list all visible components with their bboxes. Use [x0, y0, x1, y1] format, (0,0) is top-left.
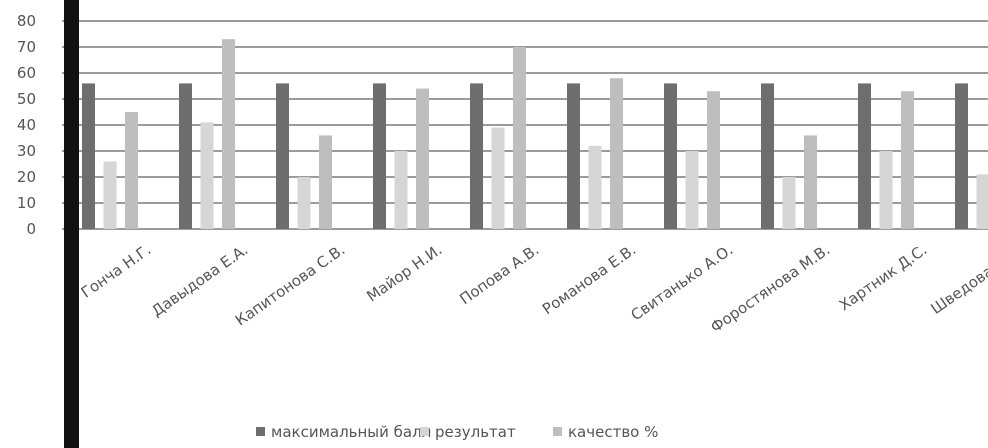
category-label: Попова А.В.: [456, 241, 542, 309]
bar: [804, 135, 817, 229]
y-tick-label: 10: [17, 194, 36, 212]
bar: [373, 83, 386, 230]
category-label: Романова Е.В.: [539, 241, 639, 319]
y-tick-label: 60: [17, 64, 36, 82]
bar: [319, 135, 332, 229]
bar: [858, 83, 871, 230]
bar: [297, 177, 311, 229]
bar: [879, 151, 893, 229]
bar: [976, 174, 988, 229]
legend-swatch: [553, 427, 562, 436]
category-label: Шведова М.А.: [928, 241, 988, 318]
legend-label: качество %: [568, 423, 658, 441]
bar: [416, 88, 429, 229]
scan-edge-band: [64, 0, 79, 448]
bar: [179, 83, 192, 230]
category-label: Хартник Д.С.: [836, 241, 931, 315]
bar: [955, 83, 968, 230]
legend-swatch: [420, 427, 429, 436]
y-tick-label: 30: [17, 142, 36, 160]
bar: [82, 83, 95, 230]
y-tick-label: 40: [17, 116, 36, 134]
bar: [761, 83, 774, 230]
y-tick-label: 50: [17, 90, 36, 108]
legend-swatch: [256, 427, 265, 436]
bar: [125, 112, 138, 229]
bar: [782, 177, 796, 229]
bar: [200, 122, 214, 229]
bar: [664, 83, 677, 230]
bar: [685, 151, 699, 229]
legend-label: максимальный балл: [271, 423, 431, 441]
category-label: Давыдова Е.А.: [148, 241, 251, 321]
bar: [491, 127, 505, 229]
y-tick-label: 0: [26, 220, 36, 238]
bar: [394, 151, 408, 229]
category-label: Майор Н.И.: [363, 241, 445, 306]
bar: [588, 145, 602, 229]
bar: [707, 91, 720, 229]
bar: [901, 91, 914, 229]
bar: [276, 83, 289, 230]
category-label: Гонча Н.Г.: [78, 241, 155, 302]
bar: [222, 39, 235, 230]
y-tick-label: 80: [17, 12, 36, 30]
y-tick-label: 20: [17, 168, 36, 186]
bar: [103, 161, 117, 229]
legend-label: результат: [435, 423, 516, 441]
bar: [610, 78, 623, 229]
bar: [513, 47, 526, 229]
y-tick-label: 70: [17, 38, 36, 56]
bar: [470, 83, 483, 230]
bar: [567, 83, 580, 230]
